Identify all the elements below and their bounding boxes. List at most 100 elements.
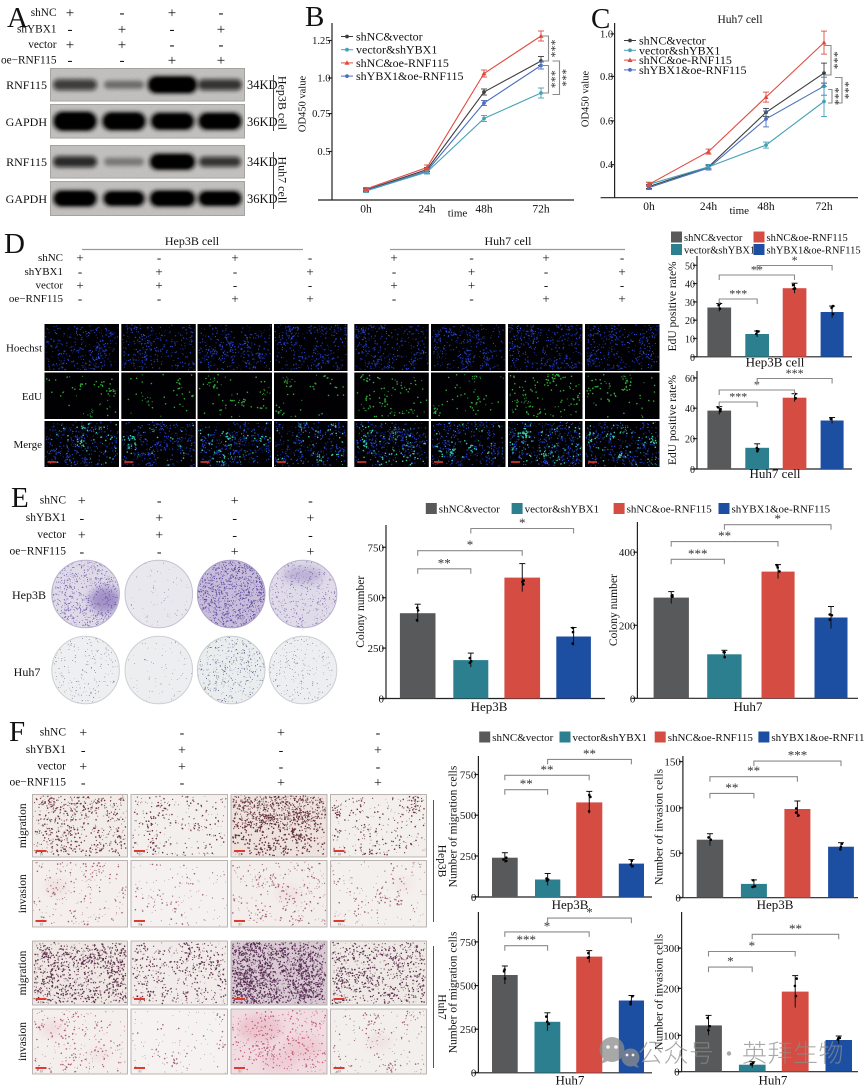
svg-text:+: + bbox=[307, 512, 315, 527]
svg-text:GAPDH: GAPDH bbox=[6, 192, 48, 206]
svg-text:-: - bbox=[180, 776, 185, 791]
svg-text:40: 40 bbox=[685, 404, 695, 415]
svg-text:+: + bbox=[618, 291, 625, 306]
svg-text:***: *** bbox=[516, 932, 536, 947]
svg-text:*: * bbox=[586, 905, 593, 920]
svg-text:*: * bbox=[544, 918, 551, 933]
svg-text:C: C bbox=[591, 3, 610, 35]
svg-text:Hep3B: Hep3B bbox=[12, 588, 46, 602]
svg-text:-: - bbox=[157, 291, 161, 306]
svg-text:time: time bbox=[729, 205, 749, 217]
svg-text:100: 100 bbox=[664, 803, 681, 815]
svg-text:Number of invasion cells: Number of invasion cells bbox=[654, 768, 666, 884]
svg-text:shYBX1&oe-RNF115: shYBX1&oe-RNF115 bbox=[767, 246, 861, 257]
svg-text:-: - bbox=[180, 726, 185, 741]
svg-text:***: *** bbox=[786, 366, 804, 380]
svg-text:250: 250 bbox=[460, 851, 477, 863]
svg-text:40: 40 bbox=[685, 280, 695, 291]
svg-text:-: - bbox=[544, 278, 548, 293]
svg-text:time: time bbox=[448, 208, 468, 220]
svg-text:oe−RNF115: oe−RNF115 bbox=[9, 777, 66, 789]
svg-text:200: 200 bbox=[619, 620, 636, 632]
svg-text:-: - bbox=[157, 494, 162, 509]
svg-text:0: 0 bbox=[630, 693, 636, 705]
svg-text:-: - bbox=[79, 512, 84, 527]
svg-text:Colony number: Colony number bbox=[355, 576, 367, 648]
svg-text:0.6: 0.6 bbox=[600, 116, 613, 127]
svg-text:shNC&vector: shNC&vector bbox=[439, 504, 500, 516]
svg-text:36KD: 36KD bbox=[247, 115, 278, 129]
svg-text:*: * bbox=[467, 537, 474, 552]
svg-text:+: + bbox=[168, 53, 176, 69]
svg-text:shNC&vector: shNC&vector bbox=[492, 732, 553, 744]
svg-text:+: + bbox=[66, 6, 74, 22]
svg-text:0: 0 bbox=[674, 1067, 680, 1079]
svg-text:-: - bbox=[219, 6, 224, 22]
svg-text:vector&shYBX1: vector&shYBX1 bbox=[525, 504, 600, 516]
svg-text:+: + bbox=[155, 512, 163, 527]
svg-text:Huh7: Huh7 bbox=[436, 994, 448, 1020]
svg-text:Huh7: Huh7 bbox=[734, 699, 763, 714]
svg-text:shYBX1: shYBX1 bbox=[26, 512, 67, 524]
svg-text:Number of migration cells: Number of migration cells bbox=[448, 931, 460, 1053]
svg-text:20: 20 bbox=[685, 435, 695, 446]
svg-text:invasion: invasion bbox=[17, 874, 29, 913]
svg-text:0: 0 bbox=[690, 465, 695, 476]
svg-text:vector: vector bbox=[36, 280, 64, 292]
svg-text:72h: 72h bbox=[815, 201, 833, 213]
svg-text:+: + bbox=[178, 760, 186, 775]
svg-text:vector&shYBX1: vector&shYBX1 bbox=[684, 246, 755, 257]
svg-text:**: ** bbox=[438, 555, 451, 570]
svg-text:-: - bbox=[279, 744, 284, 759]
svg-text:Huh7: Huh7 bbox=[556, 1073, 585, 1088]
svg-text:|||||: ||||| bbox=[138, 1000, 141, 1004]
svg-text:-: - bbox=[392, 291, 396, 306]
svg-text:-: - bbox=[157, 250, 161, 265]
svg-text:+: + bbox=[306, 291, 313, 306]
svg-text:**: ** bbox=[718, 528, 731, 543]
svg-text:Huh7 cell: Huh7 cell bbox=[717, 14, 762, 26]
svg-text:vector: vector bbox=[37, 761, 66, 773]
svg-text:34KD: 34KD bbox=[247, 78, 278, 92]
svg-text:-: - bbox=[376, 726, 381, 741]
svg-text:shYBX1: shYBX1 bbox=[17, 24, 57, 36]
svg-text:A: A bbox=[7, 2, 28, 34]
svg-text:***: *** bbox=[545, 70, 559, 88]
svg-text:+: + bbox=[307, 545, 315, 560]
svg-text:750: 750 bbox=[368, 542, 385, 554]
svg-text:|||||: ||||| bbox=[338, 1000, 341, 1004]
svg-text:400: 400 bbox=[619, 547, 636, 559]
svg-text:**: ** bbox=[583, 746, 596, 761]
svg-text:0h: 0h bbox=[643, 201, 655, 213]
svg-text:B: B bbox=[305, 1, 324, 33]
svg-text:+: + bbox=[76, 278, 83, 293]
svg-text:**: ** bbox=[789, 921, 802, 936]
svg-text:0.75: 0.75 bbox=[312, 109, 330, 120]
svg-text:shYBX1&oe-RNF115: shYBX1&oe-RNF115 bbox=[732, 504, 831, 516]
svg-text:-: - bbox=[68, 22, 73, 38]
svg-text:200: 200 bbox=[663, 983, 680, 995]
svg-text:+: + bbox=[374, 744, 382, 759]
svg-text:shNC&oe-RNF115: shNC&oe-RNF115 bbox=[356, 56, 449, 70]
svg-text:50: 50 bbox=[685, 261, 695, 272]
svg-text:72h: 72h bbox=[532, 204, 550, 216]
svg-text:Hep3B: Hep3B bbox=[436, 845, 448, 878]
svg-text:+: + bbox=[155, 529, 163, 544]
svg-text:500: 500 bbox=[460, 981, 477, 993]
svg-text:Colony number: Colony number bbox=[608, 574, 620, 646]
svg-text:1.0: 1.0 bbox=[600, 29, 613, 40]
svg-text:-: - bbox=[81, 776, 86, 791]
svg-text:shNC: shNC bbox=[31, 7, 57, 19]
svg-text:vector&shYBX1: vector&shYBX1 bbox=[573, 732, 648, 744]
svg-text:shNC&oe-RNF115: shNC&oe-RNF115 bbox=[767, 233, 848, 244]
svg-text:Huh7 cell: Huh7 cell bbox=[485, 234, 533, 248]
svg-text:-: - bbox=[620, 278, 624, 293]
svg-text:*: * bbox=[749, 938, 756, 953]
svg-text:Number of invasion cells: Number of invasion cells bbox=[654, 933, 666, 1049]
svg-text:-: - bbox=[68, 53, 73, 69]
svg-text:F: F bbox=[9, 716, 25, 748]
svg-text:**: ** bbox=[520, 776, 533, 791]
svg-text:*: * bbox=[792, 253, 798, 267]
svg-text:Hoechst: Hoechst bbox=[6, 343, 42, 355]
svg-text:+: + bbox=[78, 494, 86, 509]
